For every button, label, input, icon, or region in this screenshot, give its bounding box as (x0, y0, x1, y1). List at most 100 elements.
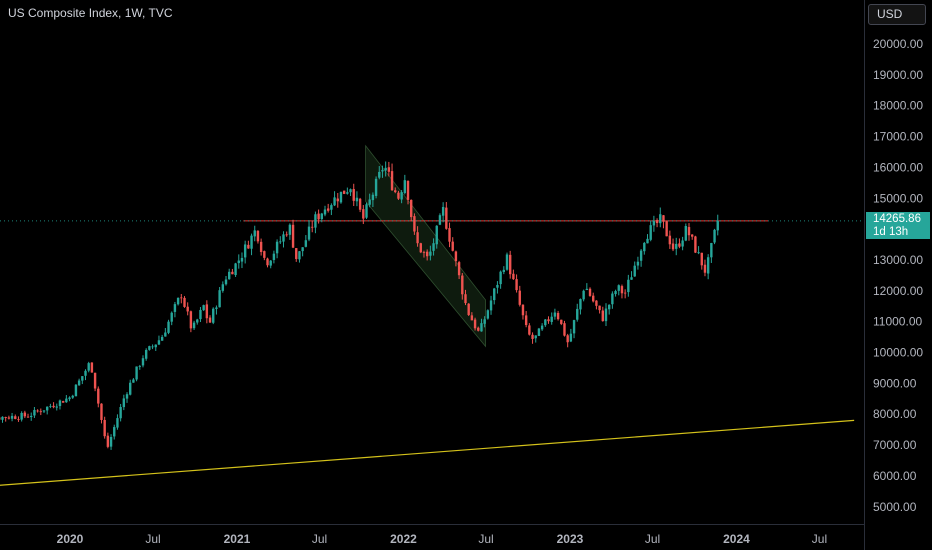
candle-body (144, 349, 148, 359)
candle-body (486, 310, 490, 319)
candle-body (275, 241, 279, 254)
candle-body (547, 319, 550, 322)
candle-body (646, 238, 649, 244)
candle-body (502, 269, 506, 272)
candle-body (288, 224, 292, 235)
candle-body (556, 312, 560, 320)
candle-body (368, 199, 371, 205)
candle-body (617, 285, 620, 291)
candle-body (649, 225, 652, 240)
parallel-channel[interactable] (365, 144, 486, 348)
candle-body (199, 309, 202, 320)
currency-button[interactable]: USD (868, 4, 926, 25)
candle-body (387, 167, 391, 172)
candle-body (218, 290, 221, 308)
candle-body (384, 167, 387, 171)
candle-body (419, 243, 422, 253)
candle-body (604, 308, 608, 322)
candle-body (221, 284, 225, 291)
candle-body (109, 436, 113, 447)
candle-body (614, 291, 617, 295)
candle-body (77, 380, 81, 386)
price-tick-label: 9000.00 (873, 376, 917, 390)
candle-body (116, 418, 119, 428)
candle-body (189, 311, 193, 329)
price-tick-label: 8000.00 (873, 407, 917, 421)
candle-body (39, 411, 43, 413)
candle-body (697, 252, 700, 254)
price-tick-label: 13000.00 (873, 253, 923, 267)
candle-body (291, 224, 295, 248)
candle-body (148, 346, 151, 350)
candle-body (125, 394, 129, 399)
candle-body (381, 170, 384, 172)
candle-body (272, 253, 276, 260)
candle-body (45, 406, 49, 411)
candle-body (129, 382, 132, 395)
candle-body (512, 273, 515, 280)
candle-body (65, 398, 68, 403)
last-price-tag: 14265.86 1d 13h (866, 212, 930, 239)
candle-body (550, 316, 553, 322)
candle-body (592, 295, 595, 302)
candle-body (441, 206, 445, 216)
candle-body (186, 306, 189, 312)
candle-body (540, 325, 544, 330)
candle-body (84, 370, 87, 376)
candle-body (26, 416, 30, 418)
candle-body (157, 340, 161, 345)
candle-body (493, 288, 496, 301)
candle-body (323, 209, 327, 215)
candle-body (304, 240, 308, 247)
candle-body (167, 321, 170, 333)
candle-body (668, 235, 672, 245)
candle-body (374, 178, 378, 196)
time-tick-label: 2021 (224, 532, 251, 546)
candle-body (141, 358, 145, 366)
candle-body (397, 192, 400, 199)
candle-body (224, 279, 228, 285)
candle-body (30, 415, 33, 418)
candle-body (652, 220, 656, 226)
candle-body (451, 241, 454, 251)
candle-body (170, 312, 173, 322)
price-tick-label: 20000.00 (873, 37, 923, 51)
candle-body (585, 288, 589, 291)
candle-body (243, 244, 247, 258)
candle-body (569, 333, 573, 342)
candle-body (311, 226, 314, 228)
candle-body (435, 225, 438, 245)
candle-body (643, 242, 646, 252)
candle-body (521, 304, 525, 316)
candle-body (196, 319, 199, 323)
price-tick-label: 12000.00 (873, 284, 923, 298)
candle-body (138, 366, 141, 367)
candle-body (378, 171, 381, 178)
candle-body (81, 376, 84, 381)
candle-body (326, 208, 330, 211)
candle-body (582, 290, 585, 300)
candle-body (247, 244, 250, 249)
price-axis-bg (864, 0, 932, 550)
candle-body (636, 261, 640, 266)
candle-body (352, 189, 355, 201)
candle-body (74, 384, 78, 397)
price-tick-label: 16000.00 (873, 160, 923, 174)
candle-body (607, 304, 611, 310)
candle-body (425, 251, 429, 257)
candle-body (588, 288, 592, 296)
candle-body (566, 335, 569, 343)
candle-body (1, 416, 4, 420)
candle-body (253, 230, 256, 237)
candle-body (160, 336, 164, 341)
candle-body (154, 344, 157, 348)
trend-line[interactable] (0, 419, 855, 487)
price-tick-label: 18000.00 (873, 99, 923, 113)
candle-body (390, 171, 394, 191)
candle-body (234, 263, 237, 276)
candle-body (544, 319, 547, 326)
time-tick-label: 2020 (57, 532, 84, 546)
candle-body (681, 240, 684, 247)
